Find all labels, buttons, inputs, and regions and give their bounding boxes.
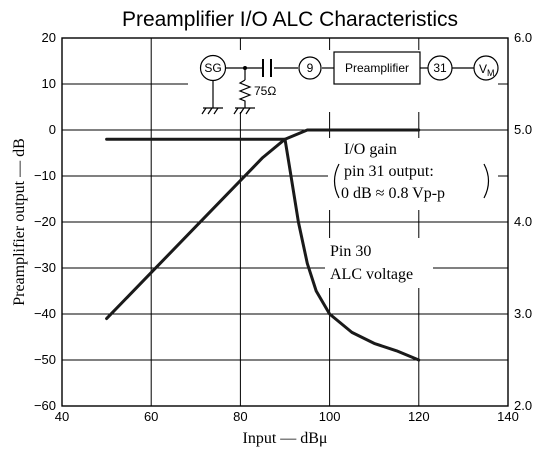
y-tick-label: 10 [42,76,56,91]
alc-annotation-line2: ALC voltage [330,266,413,283]
signal-generator-label: SG [204,61,221,75]
y2-tick-label: 6.0 [514,30,532,45]
x-tick-label: 100 [319,409,341,424]
y2-tick-label: 2.0 [514,398,532,413]
gain-annotation: I/O gain pin 31 output: 0 dB ≈ 0.8 Vp-p [328,138,498,210]
right-paren [483,163,490,199]
y2-tick-label: 5.0 [514,122,532,137]
pin-out-icon [427,55,453,81]
plot-frame [61,37,509,407]
x-tick-label: 40 [55,409,69,424]
y-tick-label: −20 [34,214,56,229]
chart-title: Preamplifier I/O ALC Characteristics [122,8,458,31]
y-tick-label: −40 [34,306,56,321]
alc-annotation-line1: Pin 30 [330,243,371,260]
signal-generator-icon [199,54,227,82]
y-tick-label: −60 [34,398,56,413]
y2-tick-label: 4.0 [514,214,532,229]
y-tick-label: 0 [49,122,56,137]
x-tick-label: 120 [408,409,430,424]
resistor-label: 75Ω [254,84,276,98]
pin-out-label: 31 [433,61,447,75]
pin-in-icon [298,56,322,80]
y-axis-label: Preamplifier output — dB [11,138,28,306]
pin-in-label: 9 [307,61,314,75]
x-tick-label: 140 [497,409,519,424]
measurement-schematic: SG 75Ω 9 Preamplifier 31 VM [188,50,499,115]
preamplifier-block [333,51,421,85]
gain-annotation-line1: I/O gain [344,141,397,158]
preamplifier-label: Preamplifier [345,61,409,75]
voltmeter-label: VM [479,62,495,78]
gain-annotation-line2: pin 31 output: [344,163,434,180]
y-tick-labels: −60 −50 −40 −30 −20 −10 0 10 20 [34,30,56,413]
resistor-icon [238,79,252,108]
y-tick-label: −50 [34,352,56,367]
x-tick-label: 60 [144,409,158,424]
y2-tick-label: 3.0 [514,306,532,321]
y-tick-label: 20 [42,30,56,45]
x-tick-labels: 40 60 80 100 120 140 [55,409,519,424]
series-alc-voltage-line [105,137,421,362]
voltmeter-icon [473,55,499,81]
gain-annotation-line3: 0 dB ≈ 0.8 Vp-p [341,185,445,202]
y-tick-label: −30 [34,260,56,275]
x-axis-label: Input — dBμ [242,430,327,447]
alc-annotation: Pin 30 ALC voltage [325,238,433,288]
y-tick-label: −10 [34,168,56,183]
y2-tick-labels: 2.0 3.0 4.0 5.0 6.0 [514,30,532,413]
x-tick-label: 80 [233,409,247,424]
left-paren [333,163,340,199]
